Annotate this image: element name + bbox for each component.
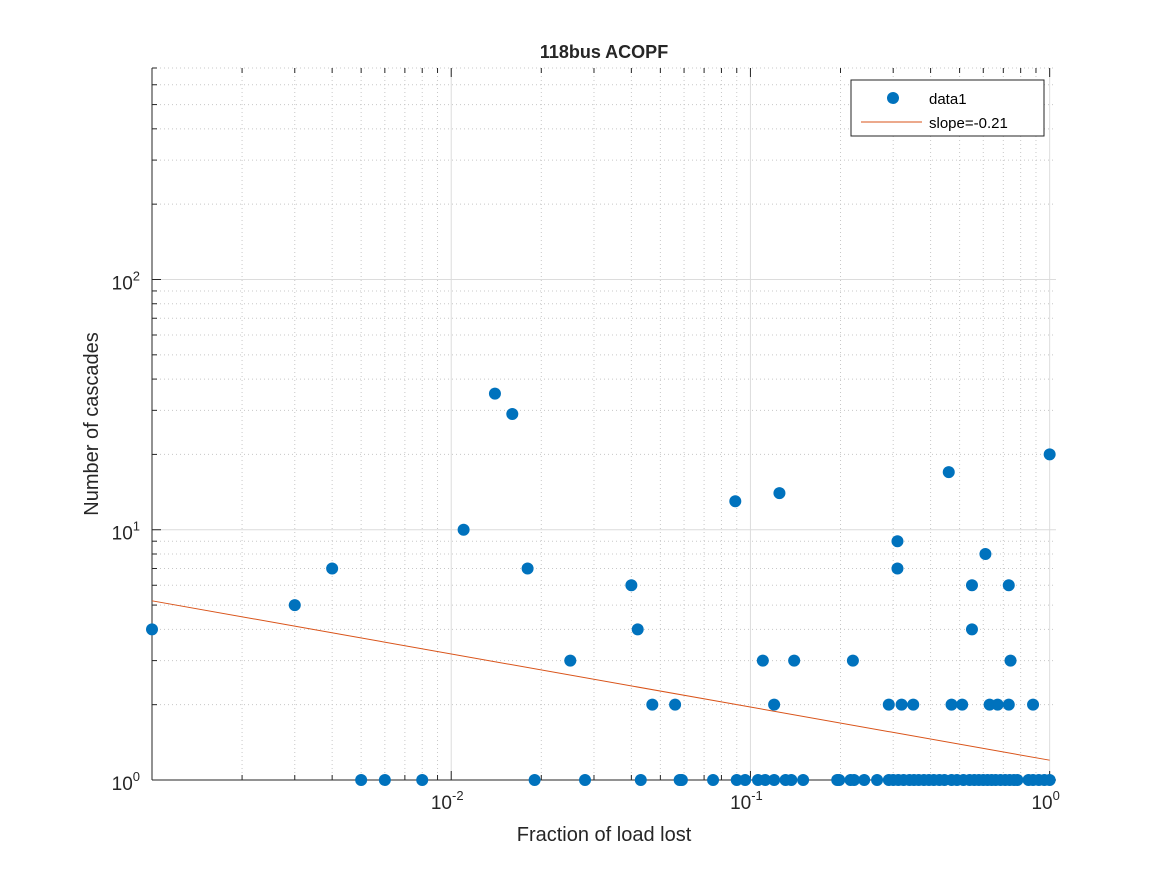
y-axis-label: Number of cascades	[81, 332, 103, 515]
data-point	[956, 698, 969, 711]
chart-title: 118bus ACOPF	[540, 42, 668, 62]
data-point	[773, 487, 786, 500]
data-point	[891, 562, 904, 575]
data-point	[871, 774, 884, 786]
data-point	[785, 774, 798, 786]
data-point	[756, 654, 769, 667]
y-tick-label: 101	[112, 519, 140, 545]
data-point	[965, 579, 978, 592]
data-point	[355, 774, 368, 786]
data-point	[669, 698, 682, 711]
data-point	[1043, 448, 1056, 461]
data-point	[991, 698, 1004, 711]
data-point	[1004, 654, 1017, 667]
data-point	[646, 698, 659, 711]
series-layer	[146, 387, 1056, 786]
data-point	[848, 774, 861, 786]
data-point	[965, 623, 978, 636]
data-point	[707, 774, 720, 786]
y-tick-label: 100	[112, 769, 140, 795]
data-point	[326, 562, 339, 575]
data-point	[488, 387, 501, 400]
data-point	[631, 623, 644, 636]
data-point	[521, 562, 534, 575]
data-point	[907, 698, 920, 711]
data-point	[1027, 698, 1040, 711]
data-point	[730, 774, 743, 786]
data-point	[579, 774, 592, 786]
data-point	[846, 654, 859, 667]
legend-box	[850, 79, 1045, 137]
legend-label-fit: slope=-0.21	[929, 115, 1008, 132]
data-point	[416, 774, 429, 786]
data-point	[768, 774, 781, 786]
data-point	[506, 408, 519, 421]
data-point	[768, 698, 781, 711]
y-tick-label: 102	[112, 268, 140, 294]
x-tick-label: 100	[1031, 788, 1059, 814]
data-point	[729, 495, 742, 508]
data-point	[858, 774, 871, 786]
legend-marker-data1	[887, 92, 899, 104]
data-point	[942, 466, 955, 479]
data-point	[945, 698, 958, 711]
data-point	[457, 523, 470, 536]
data-point	[288, 599, 301, 612]
data-point	[625, 579, 638, 592]
fit-line	[151, 600, 1050, 761]
legend-label-data1: data1	[929, 91, 967, 108]
data-point	[378, 774, 391, 786]
data-point	[528, 774, 541, 786]
data-point	[675, 774, 688, 786]
data-point	[634, 774, 647, 786]
data-point	[895, 698, 908, 711]
legend: data1 slope=-0.21	[850, 79, 1045, 137]
data-point	[891, 535, 904, 548]
data-point	[788, 654, 801, 667]
data-point	[797, 774, 810, 786]
data-point	[1043, 774, 1056, 786]
x-axis-label: Fraction of load lost	[517, 824, 692, 846]
tick-labels: 10-2 10-1 100 100 101 102	[112, 268, 1060, 814]
data-point	[979, 547, 992, 560]
x-tick-label: 10-1	[730, 788, 763, 814]
data-point	[146, 623, 158, 636]
data-point	[1011, 774, 1024, 786]
data-point	[1002, 579, 1015, 592]
data-point	[1002, 698, 1015, 711]
data-point	[759, 774, 772, 786]
data-point	[739, 774, 752, 786]
data-point	[833, 774, 846, 786]
x-tick-label: 10-2	[431, 788, 464, 814]
grid-layer	[151, 67, 1056, 781]
data-point	[564, 654, 577, 667]
data-point	[882, 698, 895, 711]
